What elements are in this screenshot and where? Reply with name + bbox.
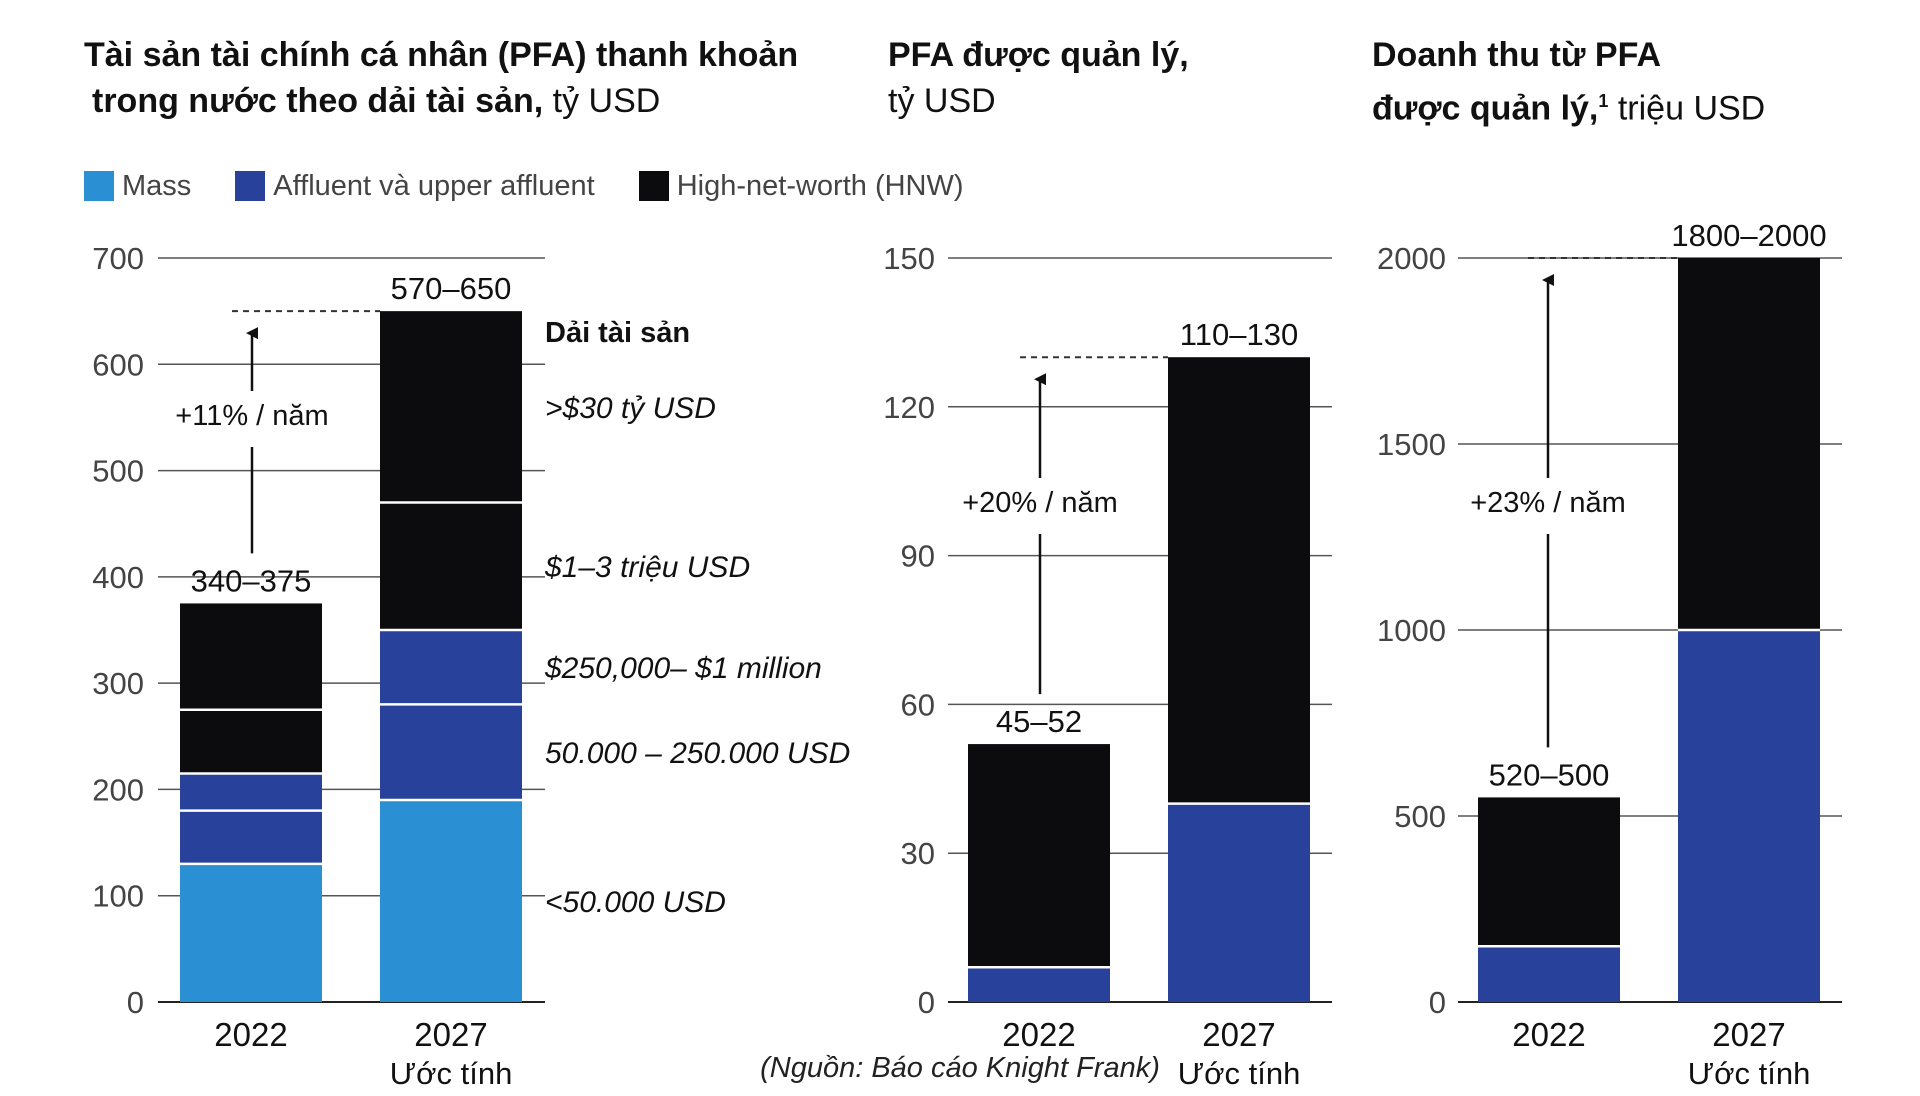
chart1-segment-label: $250,000– $1 million — [544, 652, 822, 685]
chart1-bar-segment — [380, 630, 522, 705]
chart2-xtick-label: 2022 — [1002, 1016, 1075, 1053]
chart2-ytick-label: 120 — [883, 390, 935, 425]
chart1-bar-segment — [380, 704, 522, 801]
chart1-xtick-label: 2027 — [414, 1016, 487, 1053]
chart3-ytick-label: 2000 — [1377, 241, 1446, 276]
chart1-bar-segment — [180, 863, 322, 1002]
chart2-ytick-label: 150 — [883, 241, 935, 276]
chart1-bar-segment — [180, 603, 322, 710]
chart2-title: PFA được quản lý, tỷ USD — [888, 32, 1189, 124]
chart2-ytick-label: 60 — [901, 687, 935, 722]
chart2-xtick-label: 2027 — [1202, 1016, 1275, 1053]
chart2-growth-label: +20% / năm — [962, 487, 1118, 519]
chart3-ytick-label: 500 — [1394, 799, 1446, 834]
chart2-ytick-label: 30 — [901, 836, 935, 871]
chart1-bar-segment — [180, 709, 322, 774]
chart1-ytick-label: 300 — [92, 666, 144, 701]
chart1-xtick-label: 2022 — [214, 1016, 287, 1053]
chart3-bar-segment — [1678, 258, 1820, 630]
chart2-ytick-label: 0 — [918, 985, 935, 1020]
chart2-bar-segment — [1168, 357, 1310, 804]
chart3-total-label: 1800–2000 — [1671, 218, 1826, 253]
chart1-segment-label: 50.000 – 250.000 USD — [545, 737, 850, 770]
chart1-ytick-label: 200 — [92, 772, 144, 807]
chart2-ytick-label: 90 — [901, 539, 935, 574]
chart3-xtick-label: 2022 — [1512, 1016, 1585, 1053]
chart1-ytick-label: 600 — [92, 347, 144, 382]
chart2-title-line1: PFA được quản lý, — [888, 36, 1189, 74]
chart2-total-label: 45–52 — [996, 704, 1082, 739]
chart3-ytick-label: 1000 — [1377, 613, 1446, 648]
chart2-bar-segment — [968, 967, 1110, 1002]
chart1-title-line1: Tài sản tài chính cá nhân (PFA) thanh kh… — [84, 36, 799, 74]
source-note: (Nguồn: Báo cáo Knight Frank) — [760, 1052, 1160, 1084]
chart3-xtick-sublabel: Ước tính — [1688, 1056, 1811, 1091]
chart1-growth-label: +11% / năm — [175, 400, 328, 432]
chart3-total-label: 520–500 — [1489, 757, 1610, 792]
chart3-ytick-label: 1500 — [1377, 427, 1446, 462]
chart1-bar-segment — [380, 800, 522, 1002]
legend-swatch-affluent — [235, 171, 266, 201]
chart1-ytick-label: 500 — [92, 454, 144, 489]
chart1-bar-segment — [380, 311, 522, 503]
chart2-bar-segment — [1168, 803, 1310, 1002]
chart1-segment-label: $1–3 triệu USD — [544, 551, 750, 584]
chart3-title-line1: Doanh thu từ PFA — [1372, 36, 1662, 74]
chart3-xtick-label: 2027 — [1712, 1016, 1785, 1053]
legend-label-hnw: High-net-worth (HNW) — [676, 169, 964, 202]
chart1-ytick-label: 0 — [127, 985, 144, 1020]
chart2-bar-segment — [968, 744, 1110, 968]
legend-item-hnw: High-net-worth (HNW) — [638, 169, 964, 203]
chart3-footnote-mark: 1 — [1598, 91, 1609, 111]
chart3-title-line2: được quản lý, — [1372, 89, 1599, 128]
legend-swatch-mass — [84, 171, 114, 201]
chart1-title: Tài sản tài chính cá nhân (PFA) thanh kh… — [84, 32, 798, 124]
legend: Mass Affluent và upper affluent High-net… — [84, 168, 1008, 204]
legend-label-mass: Mass — [122, 169, 192, 202]
chart1-title-unit: tỷ USD — [552, 82, 661, 120]
chart3-bar-segment — [1678, 630, 1820, 1002]
chart2-xtick-sublabel: Ước tính — [1178, 1056, 1301, 1091]
chart2-title-unit: tỷ USD — [888, 82, 996, 120]
chart3-growth-label: +23% / năm — [1470, 487, 1626, 519]
legend-item-affluent: Affluent và upper affluent — [235, 169, 595, 203]
chart1-ytick-label: 400 — [92, 560, 144, 595]
chart1-title-line2: trong nước theo dải tài sản, — [92, 82, 544, 120]
chart3-ytick-label: 0 — [1429, 985, 1446, 1020]
chart1-segment-label: >$30 tỷ USD — [545, 392, 716, 425]
chart1-xtick-sublabel: Ước tính — [390, 1056, 513, 1091]
chart1-total-label: 570–650 — [391, 271, 512, 306]
chart2-total-label: 110–130 — [1180, 317, 1298, 352]
chart1-ytick-label: 100 — [92, 879, 144, 914]
legend-item-mass: Mass — [84, 170, 191, 203]
chart3-title-unit: triệu USD — [1617, 89, 1766, 128]
chart1-bar-segment — [180, 810, 322, 864]
chart1-total-label: 340–375 — [191, 563, 312, 598]
chart1-segment-label: <50.000 USD — [545, 886, 726, 919]
chart1-ytick-label: 700 — [92, 241, 144, 276]
chart1-segment-header: Dải tài sản — [545, 317, 690, 349]
legend-label-affluent: Affluent và upper affluent — [273, 169, 595, 202]
chart1-bar-segment — [180, 773, 322, 811]
chart3-title: Doanh thu từ PFA được quản lý,1 triệu US… — [1372, 32, 1765, 131]
chart1-bar-segment — [380, 502, 522, 630]
legend-swatch-hnw — [638, 171, 669, 201]
chart3-bar-segment — [1478, 946, 1620, 1002]
chart3-bar-segment — [1478, 797, 1620, 947]
